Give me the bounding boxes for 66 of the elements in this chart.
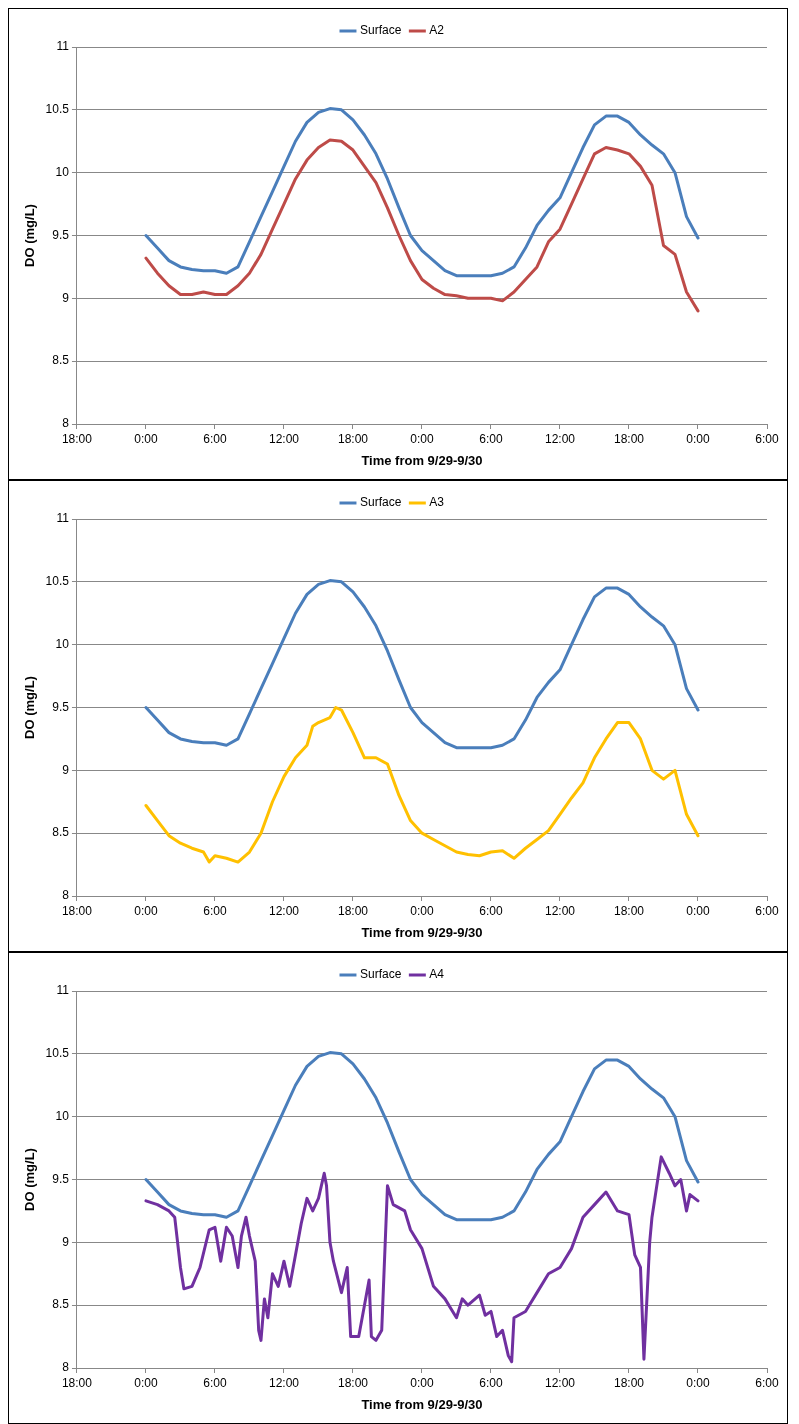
x-tick-label: 0:00 bbox=[686, 903, 710, 918]
y-tick-label: 9.5 bbox=[52, 699, 70, 714]
x-tick-label: 12:00 bbox=[268, 431, 300, 446]
legend-label: A2 bbox=[429, 23, 445, 38]
y-tick-label: 11 bbox=[56, 511, 70, 526]
y-tick-label: 8.5 bbox=[52, 825, 70, 840]
x-tick-label: 18:00 bbox=[613, 431, 645, 446]
y-tick-label: 9 bbox=[62, 1234, 70, 1249]
x-tick-label: 0:00 bbox=[134, 1375, 158, 1390]
y-axis-title: DO (mg/L) bbox=[22, 676, 38, 739]
legend-label: A4 bbox=[429, 967, 445, 982]
x-tick-label: 0:00 bbox=[410, 1375, 434, 1390]
legend-label: Surface bbox=[359, 495, 402, 510]
x-tick-label: 18:00 bbox=[613, 903, 645, 918]
x-tick-label: 0:00 bbox=[410, 431, 434, 446]
y-tick-label: 10 bbox=[55, 164, 70, 179]
x-tick-label: 6:00 bbox=[203, 903, 227, 918]
y-tick-label: 10 bbox=[55, 1108, 70, 1123]
y-tick-label: 8.5 bbox=[52, 1297, 70, 1312]
x-tick-label: 6:00 bbox=[203, 1375, 227, 1390]
x-tick-label: 6:00 bbox=[755, 431, 779, 446]
y-tick-label: 11 bbox=[56, 39, 70, 54]
x-tick-label: 12:00 bbox=[544, 1375, 576, 1390]
x-tick-label: 0:00 bbox=[686, 431, 710, 446]
y-tick-label: 9.5 bbox=[52, 1171, 70, 1186]
legend-label: Surface bbox=[359, 23, 402, 38]
x-tick-label: 18:00 bbox=[61, 903, 93, 918]
x-tick-label: 18:00 bbox=[61, 1375, 93, 1390]
y-tick-label: 9.5 bbox=[52, 227, 70, 242]
x-tick-label: 6:00 bbox=[479, 903, 503, 918]
y-tick-label: 10.5 bbox=[45, 1046, 70, 1061]
x-tick-label: 18:00 bbox=[337, 1375, 369, 1390]
y-tick-label: 8.5 bbox=[52, 353, 70, 368]
x-axis-title: Time from 9/29-9/30 bbox=[361, 924, 483, 940]
x-tick-label: 6:00 bbox=[203, 431, 227, 446]
x-tick-label: 18:00 bbox=[337, 903, 369, 918]
legend-label: A3 bbox=[429, 495, 445, 510]
x-axis-title: Time from 9/29-9/30 bbox=[361, 452, 483, 468]
y-tick-label: 10.5 bbox=[45, 574, 70, 589]
y-tick-label: 10 bbox=[55, 636, 70, 651]
x-tick-label: 6:00 bbox=[755, 1375, 779, 1390]
y-axis-title: DO (mg/L) bbox=[22, 204, 38, 267]
x-axis-title: Time from 9/29-9/30 bbox=[361, 1396, 483, 1412]
y-tick-label: 8 bbox=[62, 1360, 70, 1375]
x-tick-label: 12:00 bbox=[544, 903, 576, 918]
y-tick-label: 10.5 bbox=[45, 102, 70, 117]
x-tick-label: 6:00 bbox=[479, 431, 503, 446]
legend-label: Surface bbox=[359, 967, 402, 982]
x-tick-label: 18:00 bbox=[613, 1375, 645, 1390]
y-tick-label: 8 bbox=[62, 888, 70, 903]
x-tick-label: 0:00 bbox=[686, 1375, 710, 1390]
x-tick-label: 6:00 bbox=[479, 1375, 503, 1390]
y-tick-label: 9 bbox=[62, 290, 70, 305]
y-axis-title: DO (mg/L) bbox=[22, 1148, 38, 1211]
x-tick-label: 12:00 bbox=[544, 431, 576, 446]
x-tick-label: 0:00 bbox=[134, 903, 158, 918]
x-tick-label: 6:00 bbox=[755, 903, 779, 918]
x-tick-label: 18:00 bbox=[61, 431, 93, 446]
x-tick-label: 12:00 bbox=[268, 1375, 300, 1390]
x-tick-label: 0:00 bbox=[134, 431, 158, 446]
y-tick-label: 11 bbox=[56, 983, 70, 998]
y-tick-label: 8 bbox=[62, 416, 70, 431]
y-tick-label: 9 bbox=[62, 762, 70, 777]
x-tick-label: 12:00 bbox=[268, 903, 300, 918]
x-tick-label: 0:00 bbox=[410, 903, 434, 918]
x-tick-label: 18:00 bbox=[337, 431, 369, 446]
